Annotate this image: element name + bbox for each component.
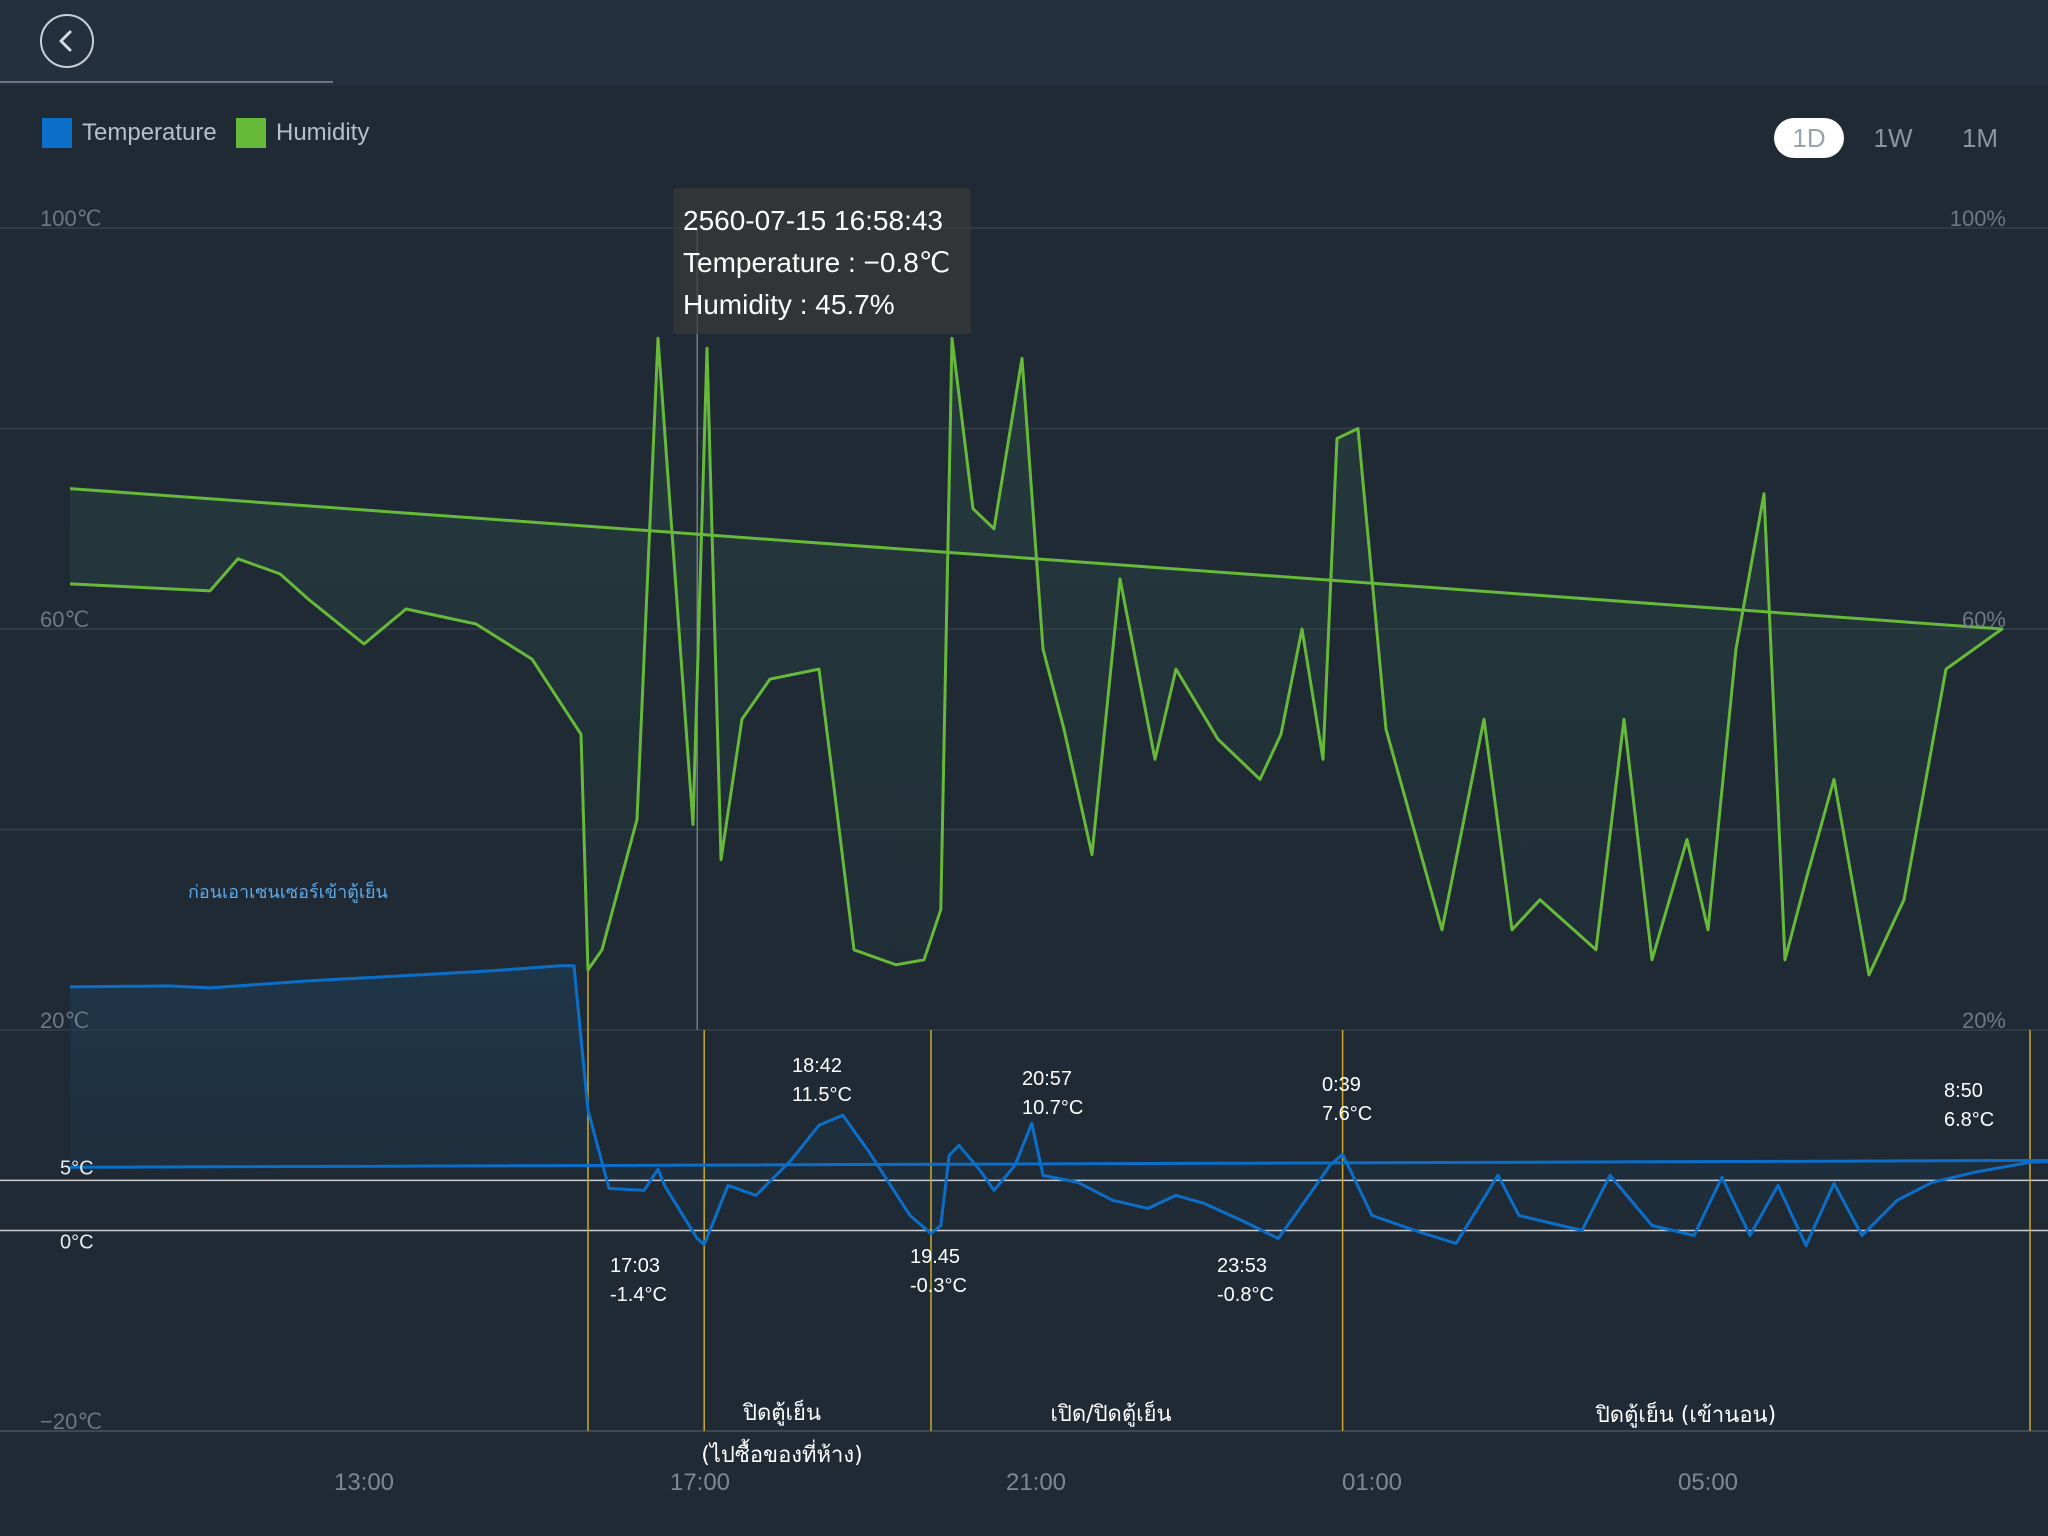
humidity-line [69, 336, 2004, 977]
y-axis-right-label: 100% [1950, 206, 2006, 231]
humidity-swatch [236, 118, 266, 148]
legend-label-humidity: Humidity [276, 119, 370, 146]
x-axis-label: 05:00 [1678, 1469, 1738, 1496]
tooltip-timestamp: 2560-07-15 16:58:43 [683, 205, 943, 236]
temperature-swatch [42, 118, 72, 148]
temperature-line [69, 964, 2048, 1247]
segment-label: ปิดตู้เย็น [742, 1398, 821, 1426]
annotation-value: -0.8°C [1217, 1284, 1274, 1306]
legend-item-humidity: Humidity [236, 117, 369, 149]
humidity-area [70, 338, 2002, 1431]
annotation-time: 0:39 [1322, 1074, 1361, 1096]
temperature-area [70, 965, 2048, 1431]
y-axis-right-label: 20% [1962, 1008, 2006, 1033]
x-axis-label: 01:00 [1342, 1469, 1402, 1496]
range-tab-1w[interactable]: 1W [1873, 123, 1913, 153]
tooltip-temperature: Temperature : −0.8℃ [683, 247, 951, 278]
range-tab-1d[interactable]: 1D [1774, 118, 1844, 158]
y-axis-right-label: 60% [1962, 607, 2006, 632]
header-tab-indicator [0, 81, 333, 83]
legend-item-temperature: Temperature [42, 117, 217, 149]
segment-label: ปิดตู้เย็น (เข้านอน) [1595, 1400, 1777, 1428]
reference-line-label: 0°C [60, 1232, 94, 1254]
data-tooltip: 2560-07-15 16:58:43 Temperature : −0.8℃ … [673, 188, 971, 334]
x-axis-label: 17:00 [670, 1469, 730, 1496]
tooltip-humidity: Humidity : 45.7% [683, 289, 895, 320]
segment-label: เปิด/ปิดตู้เย็น [1050, 1399, 1171, 1427]
range-tab-1m[interactable]: 1M [1961, 123, 1999, 153]
top-bar [0, 0, 2048, 86]
annotation-value: 11.5°C [792, 1084, 852, 1106]
annotation-time: 17:03 [610, 1255, 660, 1277]
y-axis-left-label: 60℃ [40, 607, 89, 632]
annotation-value: 10.7°C [1022, 1097, 1083, 1119]
legend-label-temperature: Temperature [82, 119, 217, 146]
back-button[interactable] [40, 14, 94, 68]
annotation-value: 7.6°C [1322, 1103, 1372, 1125]
x-axis-label: 21:00 [1006, 1469, 1066, 1496]
annotation-value: 6.8°C [1944, 1109, 1994, 1131]
y-axis-left-label: −20℃ [40, 1409, 102, 1434]
annotation-time: 23:53 [1217, 1255, 1267, 1277]
y-axis-left-label: 20℃ [40, 1008, 89, 1033]
annotation-time: 20:57 [1022, 1068, 1072, 1090]
annotation-time: 8:50 [1944, 1080, 1983, 1102]
annotation-value: -0.3°C [910, 1275, 967, 1297]
y-axis-left-label: 100℃ [40, 206, 101, 231]
annotation-value: -1.4°C [610, 1284, 667, 1306]
segment-label-sub: (ไปซื้อของที่ห้าง) [701, 1439, 862, 1468]
annotation-before-fridge: ก่อนเอาเซนเซอร์เข้าตู้เย็น [188, 880, 388, 903]
annotation-time: 19.45 [910, 1246, 960, 1268]
x-axis-label: 13:00 [334, 1469, 394, 1496]
annotation-time: 18:42 [792, 1055, 842, 1077]
chevron-left-icon [59, 30, 72, 52]
reference-line-label: 5°C [60, 1157, 94, 1179]
